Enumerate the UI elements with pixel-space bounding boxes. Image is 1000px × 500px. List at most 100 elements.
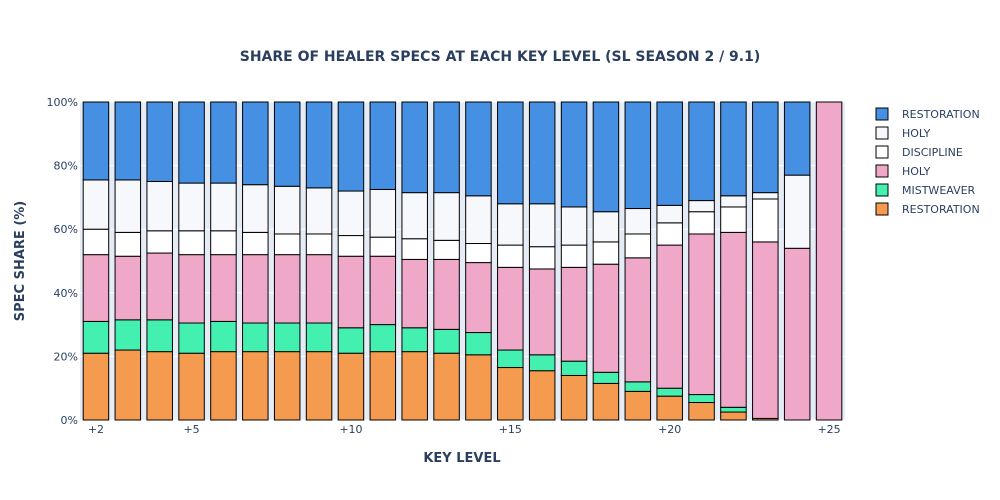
bar-segment-restoration-7 <box>242 101 269 186</box>
bar-segment-restoration-7 <box>242 351 269 421</box>
bar-segment-restoration-5 <box>178 352 205 421</box>
bar-segment-discipline-19 <box>624 233 652 259</box>
bar-segment-holy-20 <box>656 244 683 389</box>
bar-segment-mistweaver-2 <box>82 320 110 354</box>
bar-segment-discipline-15 <box>497 244 524 268</box>
bar-segment-discipline-17 <box>560 244 588 268</box>
bar-segment-mistweaver-15 <box>497 349 524 369</box>
x-tick-label: +10 <box>339 423 362 436</box>
bar-segment-mistweaver-10 <box>337 327 365 354</box>
bar-segment-mistweaver-14 <box>465 332 492 356</box>
y-axis-title: SPEC SHARE (%) <box>13 201 28 321</box>
legend-label: RESTORATION <box>902 203 980 216</box>
bar-segment-restoration-23 <box>752 101 779 194</box>
bar-segment-restoration-21 <box>688 101 715 202</box>
legend-swatch <box>875 202 889 216</box>
bar-segment-restoration-19 <box>624 390 652 421</box>
gridlines <box>80 101 845 421</box>
legend-swatch <box>875 183 889 197</box>
bar-segment-restoration-4 <box>146 351 173 421</box>
bar-segment-mistweaver-9 <box>305 322 333 353</box>
bar-segment-restoration-21 <box>688 402 715 421</box>
bar-segment-holy-13 <box>433 258 460 330</box>
bar-segment-restoration-11 <box>369 101 397 190</box>
legend-label: DISCIPLINE <box>902 146 963 159</box>
x-axis-title: KEY LEVEL <box>423 451 500 466</box>
legend-label: HOLY <box>902 165 931 178</box>
bar-segment-restoration-10 <box>337 101 365 192</box>
x-tick-label: +2 <box>88 423 104 436</box>
bar-segment-restoration-14 <box>465 354 492 421</box>
bar-segment-restoration-12 <box>401 101 428 194</box>
bar-segment-mistweaver-19 <box>624 381 652 392</box>
bar-segment-restoration-15 <box>497 101 524 205</box>
bar-segment-holy-21 <box>688 200 715 213</box>
bar-segment-holy-23 <box>752 241 779 419</box>
y-tick-label: 40% <box>54 287 78 300</box>
bar-segment-restoration-3 <box>114 349 142 421</box>
bar-segment-holy-9 <box>305 187 333 235</box>
bar-segment-restoration-6 <box>210 351 237 421</box>
bar-segment-discipline-13 <box>433 239 460 260</box>
bar-segment-holy-2 <box>82 254 110 322</box>
bar-segment-mistweaver-21 <box>688 394 715 404</box>
legend-swatch <box>875 145 889 159</box>
bar-segment-discipline-9 <box>305 233 333 256</box>
bar-segment-restoration-8 <box>273 351 301 421</box>
bar-segment-restoration-22 <box>720 101 747 197</box>
y-tick-label: 60% <box>54 223 78 236</box>
bar-segment-holy-8 <box>273 254 301 324</box>
bar-segment-restoration-4 <box>146 101 173 182</box>
bar-segment-restoration-14 <box>465 101 492 197</box>
bar-segment-restoration-10 <box>337 352 365 421</box>
bar-segment-mistweaver-3 <box>114 319 142 351</box>
bar-segment-mistweaver-22 <box>720 406 747 413</box>
bar-segment-restoration-20 <box>656 101 683 206</box>
bar-segment-discipline-5 <box>178 230 205 256</box>
bar-segment-holy-3 <box>114 255 142 321</box>
bar-segment-holy-2 <box>82 179 110 230</box>
bars <box>82 101 843 421</box>
bar-segment-discipline-2 <box>82 228 110 256</box>
plot-background <box>80 102 845 420</box>
bar-segment-restoration-2 <box>82 352 110 421</box>
bar-segment-holy-14 <box>465 195 492 245</box>
y-tick-label: 0% <box>61 414 78 427</box>
bar-segment-discipline-23 <box>752 198 779 243</box>
x-tick-label: +25 <box>817 423 840 436</box>
bar-segment-holy-14 <box>465 262 492 334</box>
bar-segment-discipline-14 <box>465 243 492 264</box>
x-tick-label: +5 <box>183 423 199 436</box>
bar-segment-holy-18 <box>592 263 620 373</box>
bar-segment-restoration-6 <box>210 101 237 184</box>
y-tick-label: 80% <box>54 160 78 173</box>
bar-segment-holy-17 <box>560 206 588 246</box>
bar-segment-mistweaver-20 <box>656 387 683 397</box>
bar-segment-holy-22 <box>720 231 747 408</box>
bar-segment-holy-4 <box>146 252 173 321</box>
bar-segment-discipline-4 <box>146 230 173 254</box>
bar-segment-holy-12 <box>401 192 428 240</box>
bar-segment-holy-11 <box>369 188 397 238</box>
bar-segment-holy-12 <box>401 258 428 329</box>
bar-segment-holy-11 <box>369 255 397 326</box>
bar-segment-holy-21 <box>688 233 715 396</box>
bar-segment-mistweaver-16 <box>528 354 556 372</box>
bar-segment-discipline-10 <box>337 235 365 257</box>
bar-segment-restoration-19 <box>624 101 652 210</box>
bar-segment-holy-4 <box>146 181 173 232</box>
bar-segment-holy-10 <box>337 255 365 329</box>
bar-segment-mistweaver-17 <box>560 360 588 376</box>
bar-segment-restoration-9 <box>305 351 333 421</box>
bar-segment-restoration-17 <box>560 101 588 208</box>
bar-segment-discipline-7 <box>242 231 269 256</box>
bar-segment-restoration-18 <box>592 382 620 421</box>
y-tick-labels: 0% 20% 40% 60% 80% 100% <box>47 96 78 427</box>
legend-swatch <box>875 164 889 178</box>
legend-label: MISTWEAVER <box>902 184 976 197</box>
bar-segment-holy-18 <box>592 211 620 243</box>
bar-segment-discipline-6 <box>210 230 237 256</box>
bar-segment-holy-7 <box>242 254 269 324</box>
bar-segment-holy-15 <box>497 203 524 246</box>
